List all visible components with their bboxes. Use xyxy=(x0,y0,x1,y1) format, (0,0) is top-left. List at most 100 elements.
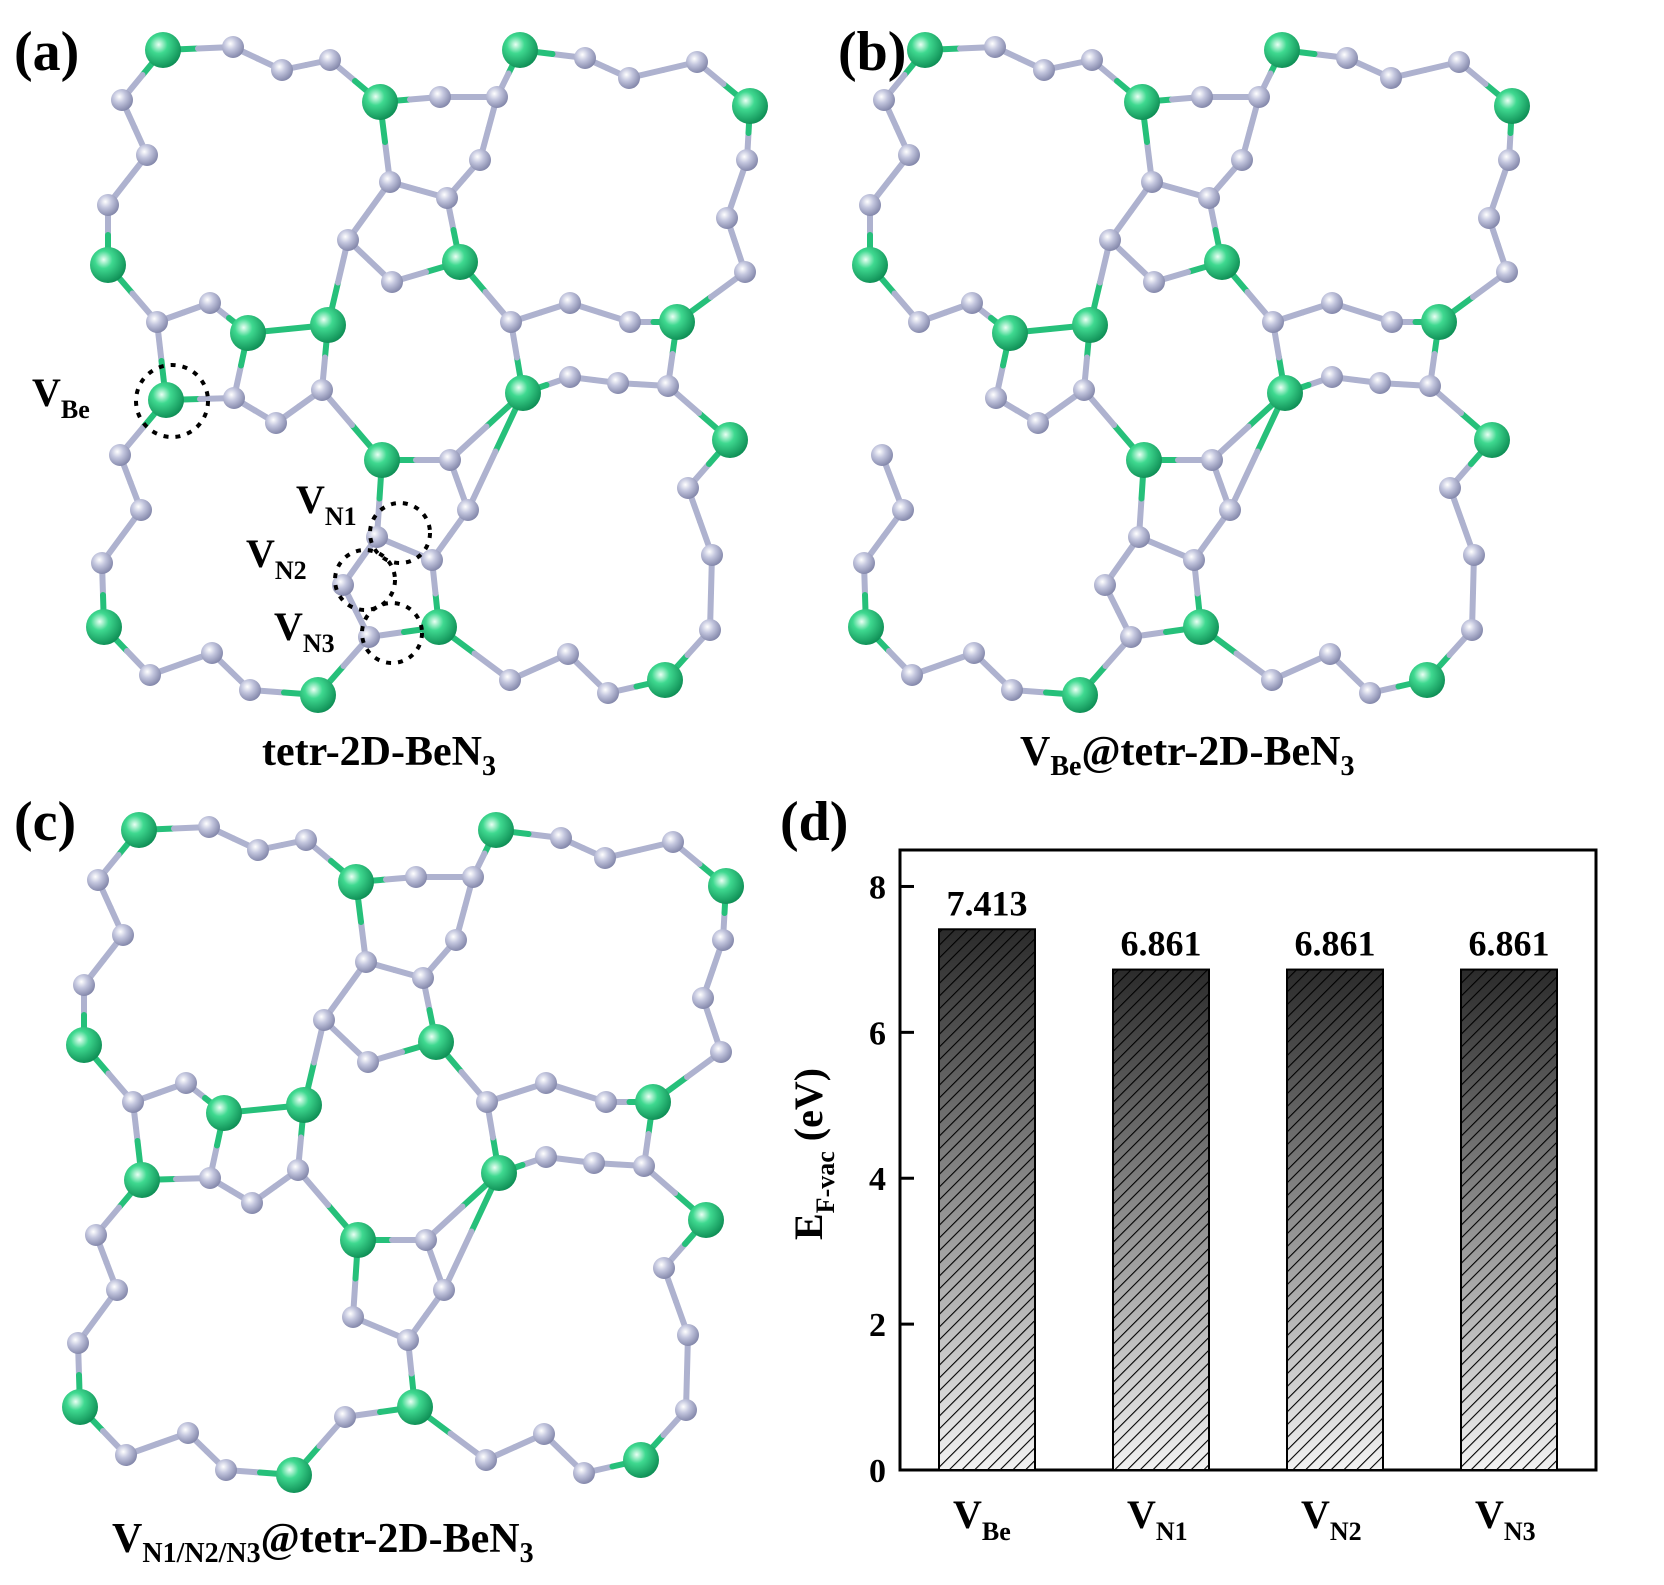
nitrogen-atom xyxy=(533,1423,555,1445)
nitrogen-atom xyxy=(91,552,113,574)
bar xyxy=(938,928,1036,1471)
nitrogen-atom xyxy=(701,544,723,566)
nitrogen-atom xyxy=(583,1152,605,1174)
panel-c: (c) VN1/N2/N3@tetr-2D-BeN3 xyxy=(14,791,744,1569)
nitrogen-atom xyxy=(271,59,293,81)
beryllium-atom xyxy=(90,247,126,283)
nitrogen-atom xyxy=(573,1462,595,1484)
vacancy-markers xyxy=(134,363,432,665)
nitrogen-atom xyxy=(653,1257,675,1279)
nitrogen-atom xyxy=(1081,49,1103,71)
nitrogen-atom xyxy=(677,477,699,499)
beryllium-atom xyxy=(688,1202,724,1238)
beryllium-atom xyxy=(1062,677,1098,713)
nitrogen-atom xyxy=(892,499,914,521)
bar xyxy=(1460,968,1558,1471)
nitrogen-atom xyxy=(130,499,152,521)
nitrogen-atom xyxy=(311,379,333,401)
nitrogen-atom xyxy=(686,51,708,73)
panel-b: (b) VBe@tetr-2D-BeN3 xyxy=(838,21,1530,782)
panel-a-atoms xyxy=(86,32,768,713)
nitrogen-atom xyxy=(313,1009,335,1031)
nitrogen-atom xyxy=(1248,86,1270,108)
panel-c-caption: VN1/N2/N3@tetr-2D-BeN3 xyxy=(112,1516,534,1569)
beryllium-atom xyxy=(907,32,943,68)
nitrogen-atom xyxy=(476,1091,498,1113)
beryllium-atom xyxy=(364,442,400,478)
nitrogen-atom xyxy=(1120,626,1142,648)
nitrogen-atom xyxy=(619,311,641,333)
nitrogen-atom xyxy=(1498,149,1520,171)
nitrogen-atom xyxy=(1191,86,1213,108)
nitrogen-atom xyxy=(177,1422,199,1444)
nitrogen-atom xyxy=(433,1279,455,1301)
x-tick-label: VBe xyxy=(953,1492,1011,1546)
vn1-marker xyxy=(368,501,432,565)
y-axis-label: EF-vac (eV) xyxy=(786,1068,840,1240)
nitrogen-atom xyxy=(247,839,269,861)
x-tick-label: VN2 xyxy=(1301,1492,1362,1546)
bar xyxy=(1286,968,1384,1471)
nitrogen-atom xyxy=(1463,544,1485,566)
nitrogen-atom xyxy=(122,1091,144,1113)
data-labels: 7.413 6.861 6.861 6.861 xyxy=(947,883,1550,963)
beryllium-atom xyxy=(1124,84,1160,120)
nitrogen-atom xyxy=(1261,669,1283,691)
vbe-marker xyxy=(134,363,210,439)
nitrogen-atom xyxy=(1219,499,1241,521)
nitrogen-atom xyxy=(486,86,508,108)
nitrogen-atom xyxy=(618,67,640,89)
nitrogen-atom xyxy=(1319,643,1341,665)
panel-d: (d) 0 2 4 6 8 VBe VN1 VN2 VN3 7.413 6.861 6.861 6.… xyxy=(780,791,1598,1546)
nitrogen-atom xyxy=(115,1444,137,1466)
beryllium-atom xyxy=(659,304,695,340)
nitrogen-atom xyxy=(1461,619,1483,641)
nitrogen-atom xyxy=(412,967,434,989)
beryllium-atom xyxy=(852,247,888,283)
nitrogen-atom xyxy=(319,49,341,71)
beryllium-atom xyxy=(1494,88,1530,124)
panel-a: (a) VBe VN1 VN2 VN3 tetr-2D-BeN3 xyxy=(14,21,768,782)
nitrogen-atom xyxy=(597,682,619,704)
beryllium-atom xyxy=(338,864,374,900)
panel-b-caption: VBe@tetr-2D-BeN3 xyxy=(1020,729,1355,782)
nitrogen-atom xyxy=(1448,51,1470,73)
nitrogen-atom xyxy=(873,89,895,111)
beryllium-atom xyxy=(300,677,336,713)
nitrogen-atom xyxy=(985,387,1007,409)
nitrogen-atom xyxy=(736,149,758,171)
nitrogen-atom xyxy=(1262,311,1284,333)
x-tick-label: VN3 xyxy=(1475,1492,1536,1546)
nitrogen-atom xyxy=(550,827,572,849)
y-tick-label: 6 xyxy=(869,1015,886,1052)
nitrogen-atom xyxy=(239,679,261,701)
beryllium-atom xyxy=(502,32,538,68)
nitrogen-atom xyxy=(1321,292,1343,314)
nitrogen-atom xyxy=(421,549,443,571)
vn2-marker xyxy=(333,548,397,612)
nitrogen-atom xyxy=(295,829,317,851)
beryllium-atom xyxy=(708,868,744,904)
panel-a-label: (a) xyxy=(14,21,79,83)
nitrogen-atom xyxy=(73,974,95,996)
nitrogen-atom xyxy=(1381,311,1403,333)
nitrogen-atom xyxy=(222,36,244,58)
nitrogen-atom xyxy=(67,1332,89,1354)
nitrogen-atom xyxy=(112,924,134,946)
nitrogen-atom xyxy=(334,1406,356,1428)
y-tick-label: 8 xyxy=(869,869,886,906)
nitrogen-atom xyxy=(1439,477,1461,499)
beryllium-atom xyxy=(647,662,683,698)
bar xyxy=(1112,968,1210,1471)
nitrogen-atom xyxy=(574,47,596,69)
site-label-vbe: VBe xyxy=(32,370,90,424)
panel-d-label: (d) xyxy=(780,791,848,853)
nitrogen-atom xyxy=(397,1329,419,1351)
panel-c-atoms xyxy=(62,812,744,1493)
nitrogen-atom xyxy=(1128,526,1150,548)
nitrogen-atom xyxy=(469,149,491,171)
panel-b-label: (b) xyxy=(838,21,906,83)
data-label: 6.861 xyxy=(1295,924,1376,964)
beryllium-atom xyxy=(124,1162,160,1198)
nitrogen-atom xyxy=(201,642,223,664)
